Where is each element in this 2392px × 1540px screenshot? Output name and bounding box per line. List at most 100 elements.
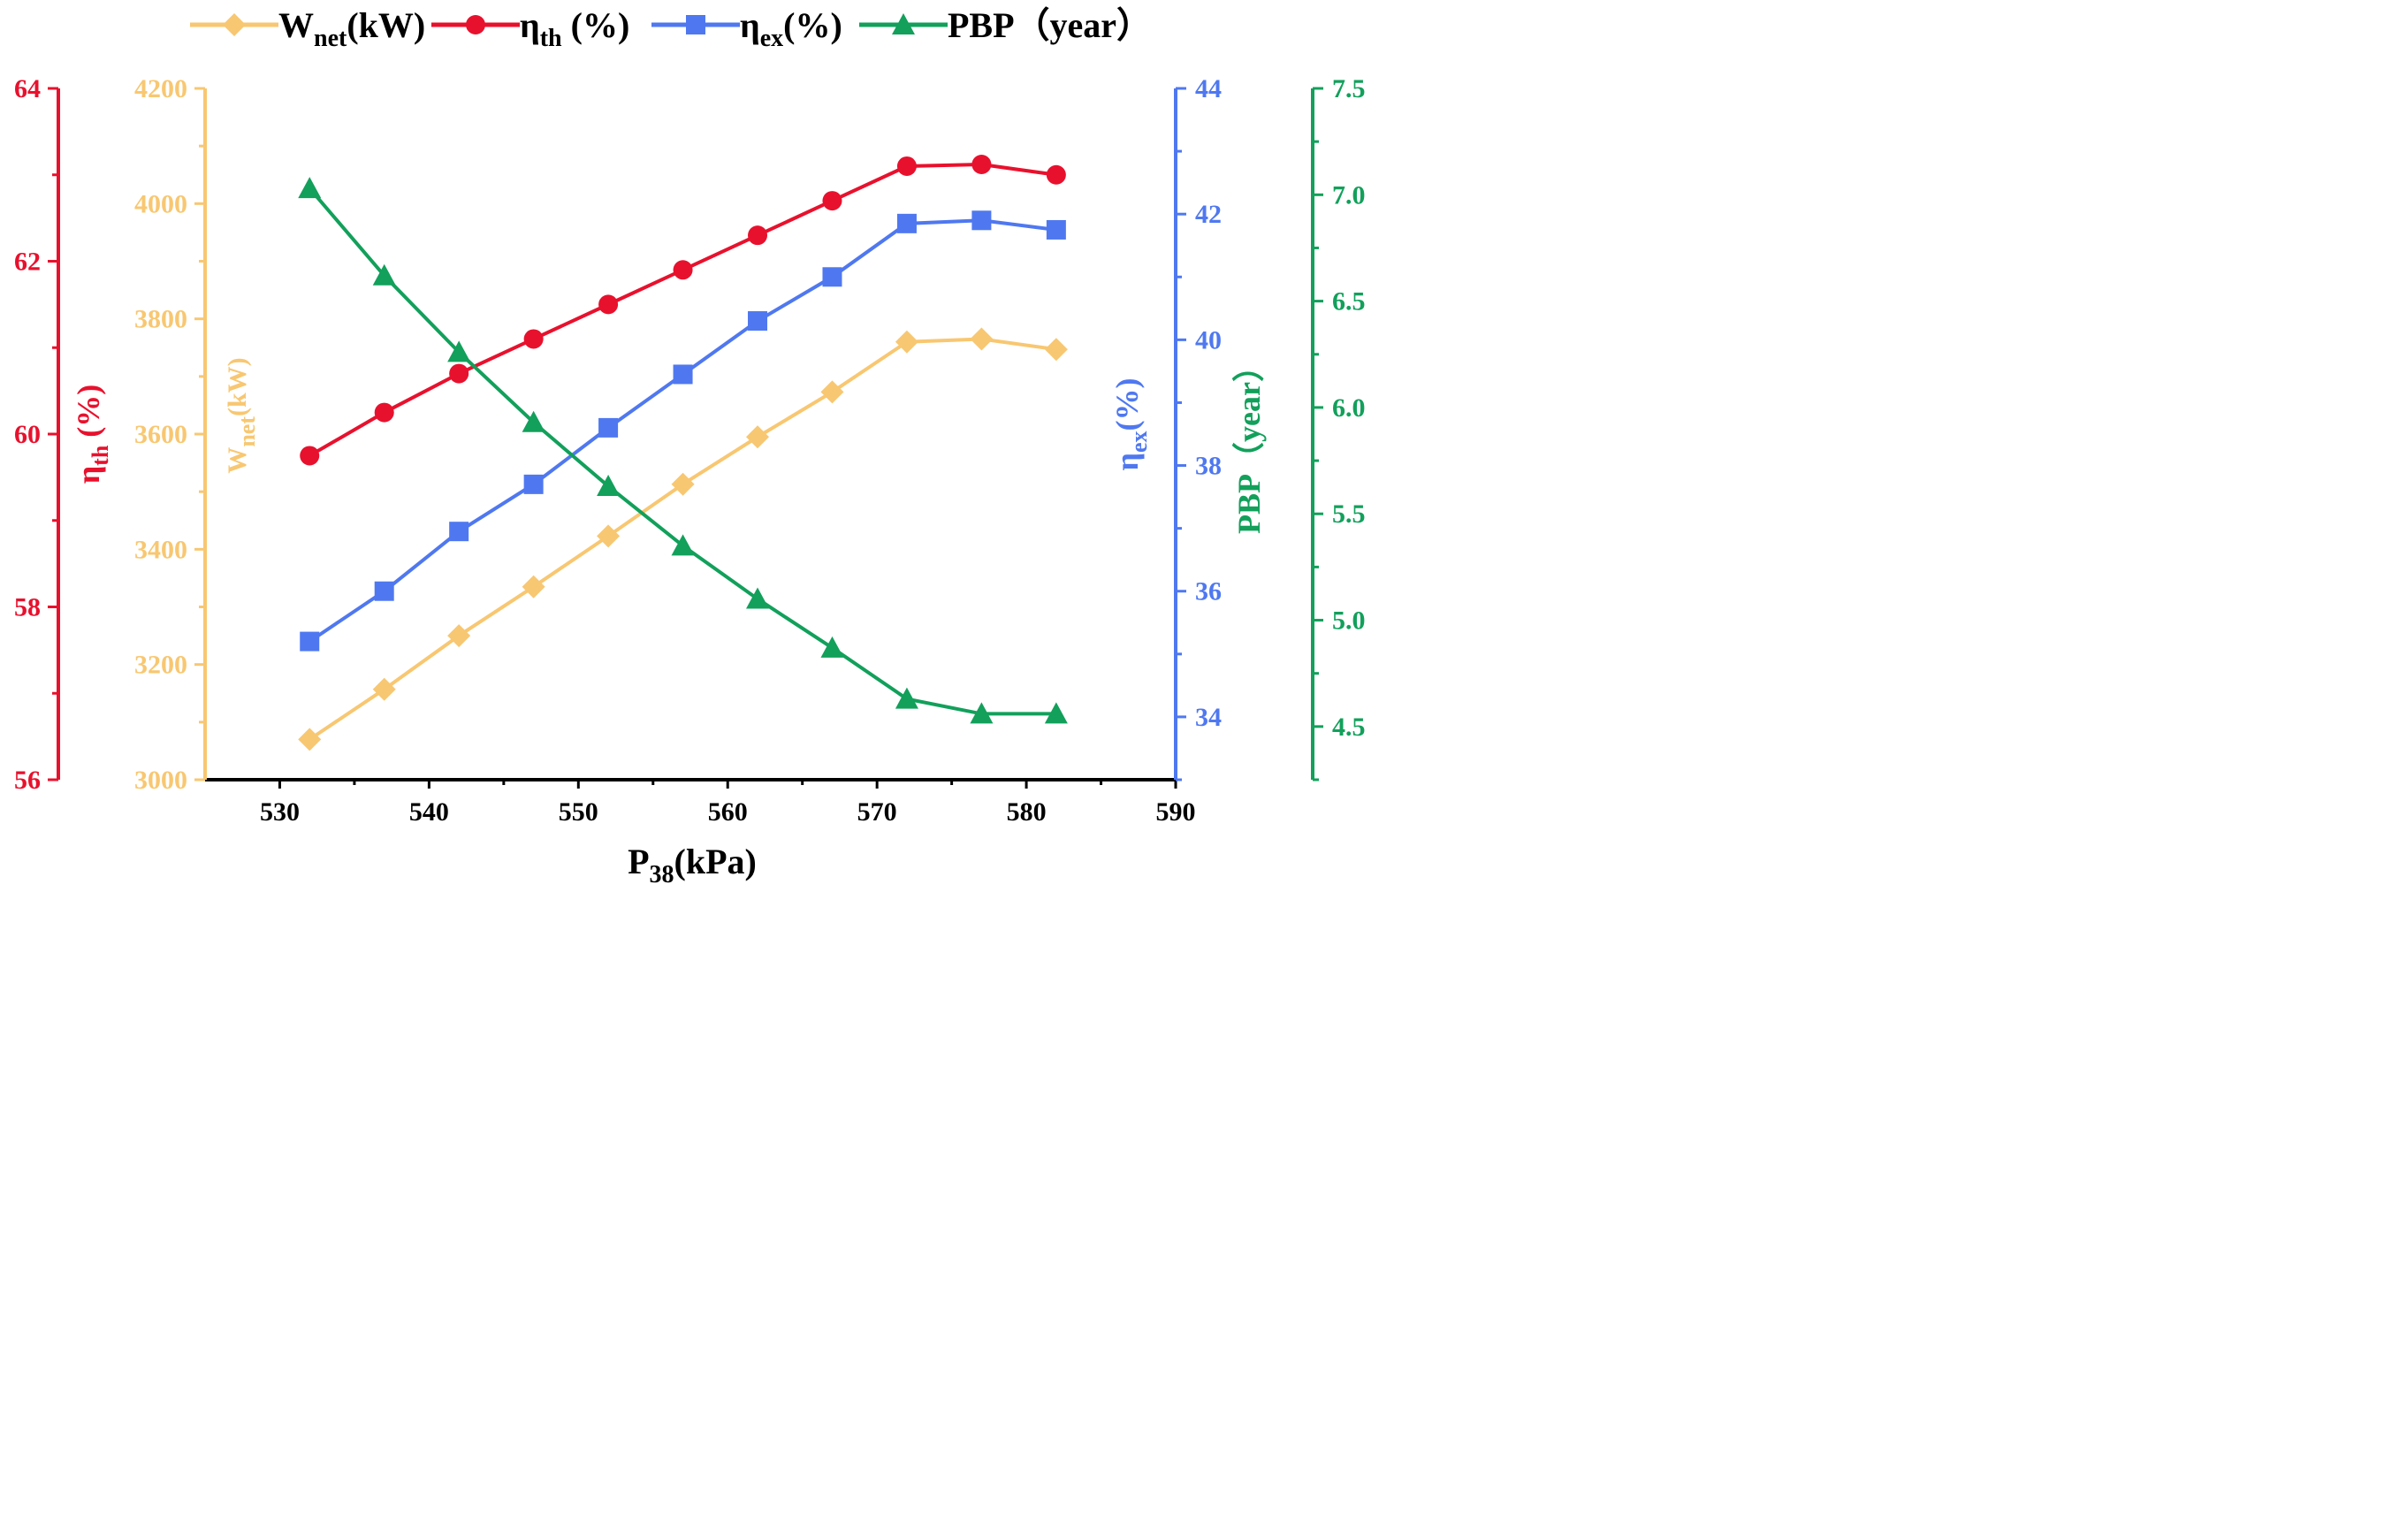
legend-label: PBP（year） <box>948 5 1152 45</box>
y-tick-label: 6.5 <box>1332 287 1366 316</box>
y-tick-label: 3200 <box>134 651 187 680</box>
y-axis-title: ηex(%) <box>1109 378 1152 471</box>
data-point <box>374 402 394 423</box>
legend-label: Wnet(kW) <box>278 5 425 52</box>
y-tick-label: 7.5 <box>1332 74 1366 103</box>
y-axis-wnet: 3000 3200 3400 3600 3800 4000 4200 Wnet(kW) <box>134 74 260 795</box>
x-tick-label: 540 <box>409 797 449 827</box>
series-line <box>309 218 1057 644</box>
data-point <box>822 191 842 211</box>
data-point <box>822 267 842 287</box>
y-axis-eta_th: 56 58 60 62 64 ηth (%) <box>14 74 113 795</box>
data-point <box>971 210 992 231</box>
y-tick-label: 44 <box>1195 74 1222 103</box>
y-tick-label: 40 <box>1195 325 1222 355</box>
data-point <box>673 260 693 280</box>
y-tick-label: 64 <box>14 74 41 103</box>
x-tick-label: 590 <box>1156 797 1196 827</box>
chart: 530 540 550 560 570 580 590 P38(kPa) 56 58 60 62 64 η… <box>0 0 1383 890</box>
series-eta_ex <box>300 210 1066 652</box>
y-axis-pbp: 4.5 5.0 5.5 6.0 6.5 7.0 7.5 PBP（year） <box>1231 74 1366 781</box>
y-tick-label: 7.0 <box>1332 180 1366 210</box>
data-point <box>746 587 770 609</box>
data-point <box>1046 164 1066 185</box>
data-point <box>896 156 917 176</box>
legend-label: ηth (%) <box>520 5 629 52</box>
x-tick-label: 560 <box>708 797 748 827</box>
y-axis-title: ηth (%) <box>71 385 113 484</box>
x-tick-label: 570 <box>857 797 897 827</box>
legend-marker <box>686 15 705 34</box>
y-tick-label: 42 <box>1195 200 1222 229</box>
y-tick-label: 6.0 <box>1332 393 1366 423</box>
legend-item: ηth (%) <box>431 5 629 52</box>
legend-item: PBP（year） <box>859 5 1152 45</box>
data-point <box>597 524 621 548</box>
data-point <box>671 472 695 496</box>
data-point <box>895 330 918 354</box>
data-point <box>522 575 545 598</box>
x-tick-label: 530 <box>260 797 300 827</box>
series-pbp <box>298 177 1068 724</box>
data-point <box>300 446 320 466</box>
y-axis-title: Wnet(kW) <box>223 357 260 473</box>
data-point <box>449 363 469 384</box>
data-point <box>449 522 469 542</box>
y-tick-label: 4.5 <box>1332 713 1366 742</box>
data-point <box>372 677 396 701</box>
data-point <box>746 425 770 449</box>
y-tick-label: 56 <box>14 766 41 795</box>
legend-item: Wnet(kW) <box>190 5 425 52</box>
data-point <box>1044 338 1068 362</box>
x-tick-label: 550 <box>559 797 598 827</box>
y-axis-eta_ex: 34 36 38 40 42 44 ηex(%) <box>1109 74 1222 781</box>
y-tick-label: 34 <box>1195 703 1222 732</box>
data-point <box>298 177 322 199</box>
legend: Wnet(kW) ηth (%) ηex(%) PBP（year） <box>190 5 1152 52</box>
y-tick-label: 5.0 <box>1332 606 1366 636</box>
data-point <box>298 728 322 751</box>
x-axis-title: P38(kPa) <box>628 842 757 888</box>
y-tick-label: 3800 <box>134 305 187 334</box>
y-tick-label: 62 <box>14 248 41 277</box>
data-point <box>597 474 621 496</box>
legend-label: ηex(%) <box>740 5 842 52</box>
data-point <box>598 417 619 438</box>
data-point <box>971 155 992 175</box>
data-point <box>522 410 545 432</box>
y-tick-label: 3400 <box>134 535 187 564</box>
legend-item: ηex(%) <box>651 5 842 52</box>
data-point <box>300 631 320 652</box>
data-point <box>1044 702 1068 724</box>
x-tick-label: 580 <box>1007 797 1047 827</box>
y-tick-label: 4000 <box>134 189 187 218</box>
data-point <box>372 263 396 286</box>
data-point <box>748 311 768 332</box>
data-point <box>970 327 994 351</box>
y-tick-label: 5.5 <box>1332 499 1366 529</box>
data-point <box>820 380 844 404</box>
chart-canvas: 530 540 550 560 570 580 590 P38(kPa) 56 58 60 62 64 η… <box>14 5 1366 888</box>
data-point <box>671 534 695 556</box>
y-tick-label: 4200 <box>134 74 187 103</box>
data-point <box>523 329 544 349</box>
data-point <box>447 340 471 362</box>
series-line <box>309 163 1057 458</box>
y-tick-label: 3000 <box>134 766 187 795</box>
y-tick-label: 38 <box>1195 452 1222 481</box>
series-eta_th <box>300 155 1066 466</box>
y-tick-label: 3600 <box>134 420 187 449</box>
data-point <box>374 581 394 601</box>
legend-marker <box>892 13 915 34</box>
y-tick-label: 60 <box>14 420 41 449</box>
data-point <box>598 294 619 315</box>
y-axis-title: PBP（year） <box>1231 350 1267 534</box>
x-axis: 530 540 550 560 570 580 590 P38(kPa) <box>205 778 1196 888</box>
data-point <box>820 636 844 658</box>
data-point <box>673 364 693 385</box>
data-point <box>748 225 768 246</box>
y-tick-label: 36 <box>1195 577 1222 606</box>
data-point <box>896 213 917 233</box>
data-point <box>523 474 544 494</box>
series-wnet <box>298 327 1068 751</box>
